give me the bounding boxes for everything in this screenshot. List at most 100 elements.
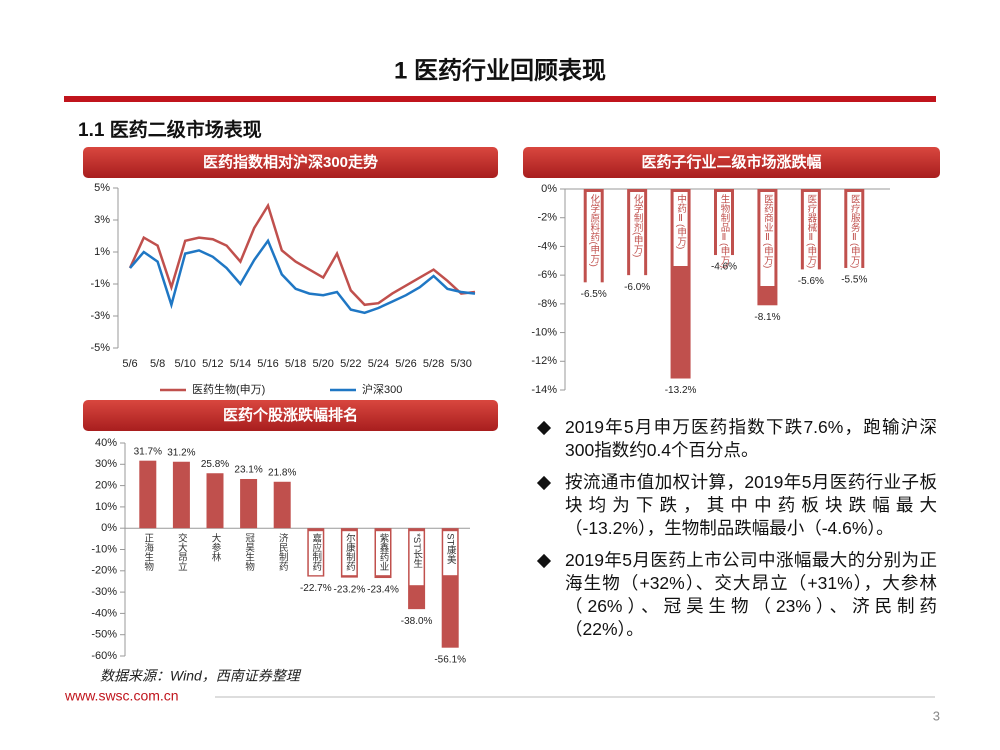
x-tick-label: 5/26 [395,358,416,370]
value-label: -6.5% [581,289,607,300]
category-label-box [275,531,290,576]
category-label: 紫鑫药业 [378,533,390,571]
y-tick-label: 0% [101,522,117,534]
value-label: 25.8% [201,459,229,470]
x-tick-label: 5/6 [122,358,137,370]
legend-label: 沪深300 [362,382,402,396]
x-tick-label: 5/20 [312,358,333,370]
category-label-box [717,192,731,286]
value-label: -8.1% [754,312,780,323]
category-label: 化学制剂(申万) [632,193,644,257]
panel-title: 医药指数相对沪深300走势 [203,153,378,171]
x-tick-label: 5/24 [368,358,389,370]
value-label: -23.2% [334,584,366,595]
category-label: 大参林 [210,533,222,563]
value-label: -38.0% [401,616,433,627]
x-tick-label: 5/14 [230,358,251,370]
category-label-box [409,531,424,586]
category-label: 济民制药 [277,533,289,573]
bullet-list: 2019年5月申万医药指数下跌7.6%，跑输沪深300指数约0.4个百分点。按流… [535,416,937,650]
category-label-box [586,192,601,286]
category-label: 嘉应制药 [310,533,322,573]
category-label: 医疗器械Ⅱ(申万) [805,194,817,268]
y-tick-label: -10% [531,326,557,338]
y-tick-label: -14% [531,384,557,396]
category-label-box [803,192,818,286]
value-label: -6.0% [624,282,650,293]
y-tick-label: -5% [90,342,110,354]
value-label: -13.2% [665,385,697,396]
series-line [129,238,476,315]
category-label-box [443,531,458,576]
value-label: -23.4% [367,585,399,596]
y-tick-label: -8% [537,298,557,310]
y-tick-label: 40% [95,437,117,449]
bullet: 2019年5月申万医药指数下跌7.6%，跑输沪深300指数约0.4个百分点。 [535,416,937,462]
y-tick-label: 10% [95,501,117,513]
panel-header [83,400,498,431]
category-label: 生物制品Ⅱ(申万) [719,193,731,268]
category-label-box [208,531,222,566]
value-label: -22.7% [300,583,332,594]
panel-title: 医药个股涨跌幅排名 [223,406,358,424]
x-tick-label: 5/28 [423,358,444,370]
page-number: 3 [933,708,940,723]
value-label: -56.1% [434,654,466,665]
category-label: 医疗服务Ⅱ(申万) [849,194,861,268]
bar [273,481,291,529]
value-label: -4.6% [711,262,737,273]
y-tick-label: -20% [91,565,117,577]
category-label: 尔康制药 [344,533,356,573]
footer-url: www.swsc.com.cn [64,688,179,704]
x-tick-label: 5/30 [450,358,471,370]
series-line [128,202,476,307]
category-label-box [174,531,189,576]
value-label: 31.2% [167,447,195,458]
category-label-box [342,531,357,576]
bar [139,460,157,529]
category-label-box [673,192,688,266]
y-tick-label: -2% [537,212,557,224]
x-tick-label: 5/18 [285,358,306,370]
category-label-box [847,192,862,286]
bar [172,461,190,529]
category-label: 交大昂立 [176,533,188,572]
y-tick-label: 30% [95,458,117,470]
x-tick-label: 5/22 [340,358,361,370]
y-tick-label: -6% [537,269,557,281]
y-tick-label: -12% [531,355,557,367]
y-tick-label: -60% [91,650,117,662]
value-label: 31.7% [134,446,162,457]
panel-title: 医药子行业二级市场涨跌幅 [641,153,821,171]
bullet: 按流通市值加权计算，2019年5月医药行业子板块均为下跌，其中中药板块跌幅最大（… [535,471,937,540]
category-label: *ST长生 [411,533,423,568]
y-tick-label: -40% [91,607,117,619]
category-label-box [241,531,256,576]
panel-header [523,147,940,178]
category-label-box [140,531,155,576]
category-label: 化学原料药(申万) [588,193,600,266]
y-tick-label: 1% [94,246,110,258]
source-note: 数据来源：Wind，西南证券整理 [100,668,302,684]
x-tick-label: 5/10 [174,358,195,370]
slide-title: 1 医药行业回顾表现 [394,56,606,84]
panel-header [83,147,498,178]
y-tick-label: 3% [94,214,110,226]
bar [206,473,224,529]
legend-label: 医药生物(申万) [192,382,265,396]
bar [240,478,258,529]
y-tick-label: 5% [94,182,110,194]
value-label: -5.5% [841,275,867,286]
x-tick-label: 5/8 [150,358,165,370]
x-tick-label: 5/12 [202,358,223,370]
y-tick-label: -4% [537,240,557,252]
title-rule [64,96,936,102]
category-label: 中药Ⅱ(申万) [675,193,687,249]
category-label-box [376,531,390,576]
y-tick-label: 20% [95,480,117,492]
y-tick-label: -3% [90,310,110,322]
y-tick-label: -1% [90,278,110,290]
x-tick-label: 5/16 [257,358,278,370]
